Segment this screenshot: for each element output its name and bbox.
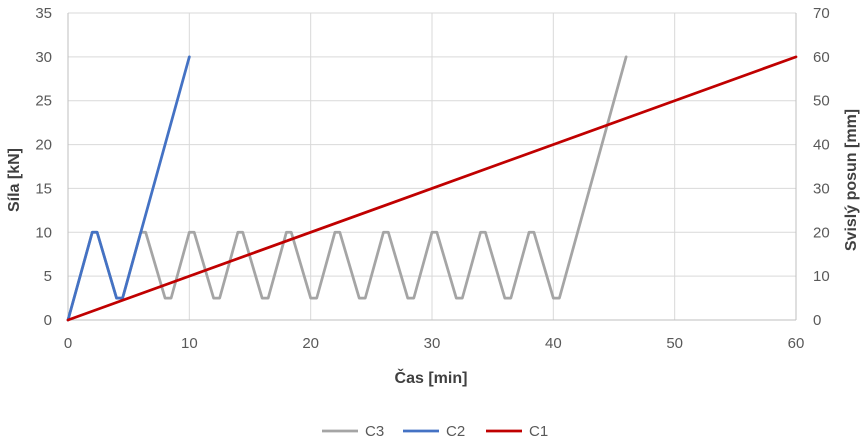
y2-tick-label: 0 [813, 312, 821, 329]
x-tick-label: 0 [64, 335, 72, 352]
y-tick-label: 20 [35, 137, 52, 154]
x-tick-label: 50 [666, 335, 683, 352]
y2-tick-label: 70 [813, 5, 830, 22]
y-axis-title: Síla [kN] [6, 148, 23, 212]
x-tick-label: 10 [181, 335, 198, 352]
y2-tick-label: 20 [813, 224, 830, 241]
series-layer [66, 55, 798, 322]
y2-tick-label: 30 [813, 180, 830, 197]
series-line-c2 [66, 55, 191, 322]
y-tick-label: 30 [35, 49, 52, 66]
y-tick-label: 15 [35, 180, 52, 197]
ticks-layer: 0 5 10 15 20 25 30 35 0 10 20 30 40 50 60 70 0 10 20 30 40 50… [35, 5, 829, 352]
legend: C3 C2 C1 [322, 423, 548, 440]
y-tick-label: 0 [44, 312, 52, 329]
legend-label-c3: C3 [365, 423, 384, 440]
y2-tick-label: 10 [813, 268, 830, 285]
x-tick-label: 20 [302, 335, 319, 352]
legend-label-c1: C1 [529, 423, 548, 440]
y2-tick-label: 50 [813, 93, 830, 110]
legend-label-c2: C2 [446, 423, 465, 440]
y-tick-label: 25 [35, 93, 52, 110]
y-tick-label: 5 [44, 268, 52, 285]
y-tick-label: 10 [35, 224, 52, 241]
series-line-c1 [66, 55, 798, 322]
y2-axis-title: Svislý posun [mm] [843, 109, 860, 251]
x-tick-label: 40 [545, 335, 562, 352]
y-tick-label: 35 [35, 5, 52, 22]
x-axis-title: Čas [min] [395, 368, 468, 387]
x-tick-label: 30 [424, 335, 441, 352]
x-tick-label: 60 [788, 335, 805, 352]
y2-tick-label: 40 [813, 137, 830, 154]
y2-tick-label: 60 [813, 49, 830, 66]
